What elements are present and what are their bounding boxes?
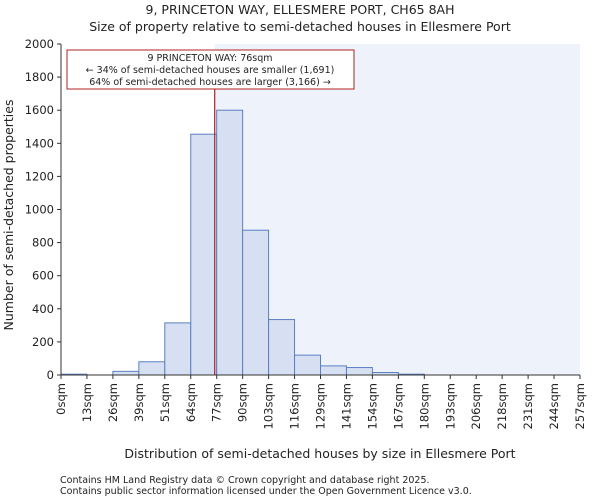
bar-64sqm	[190, 133, 218, 376]
y-tick-label: 400	[32, 302, 54, 316]
y-tick-label: 1200	[25, 169, 54, 183]
y-tick-label: 0	[47, 368, 54, 382]
y-tick-label: 600	[32, 269, 54, 283]
annotation-box: 9 PRINCETON WAY: 76sqm ← 34% of semi-det…	[66, 49, 355, 90]
x-tick-label: 218sqm	[495, 383, 509, 429]
x-tick-label: 193sqm	[443, 383, 457, 429]
x-tick-label: 154sqm	[365, 383, 379, 429]
x-tick-label: 39sqm	[132, 383, 146, 422]
x-tick-label: 257sqm	[573, 383, 587, 429]
x-tick-label: 231sqm	[521, 383, 535, 429]
x-tick-label: 206sqm	[469, 383, 483, 429]
bar-51sqm	[164, 322, 192, 376]
bar-77sqm	[216, 109, 244, 376]
x-tick-label: 116sqm	[288, 383, 302, 429]
annotation-line-3: 64% of semi-detached houses are larger (…	[89, 77, 331, 88]
x-tick-label: 13sqm	[80, 383, 94, 422]
y-ticks: 0 200 400 600 800 1000 1200 1400 1600 1800 2000	[25, 37, 61, 382]
bars	[60, 109, 425, 376]
x-tick-label: 77sqm	[210, 383, 224, 422]
x-axis-label: Distribution of semi-detached houses by …	[124, 446, 515, 461]
bar-26sqm	[112, 370, 140, 376]
annotation-line-1: 9 PRINCETON WAY: 76sqm	[147, 53, 272, 64]
y-tick-label: 200	[32, 335, 54, 349]
y-tick-label: 2000	[25, 37, 54, 51]
x-tick-label: 64sqm	[184, 383, 198, 422]
bar-116sqm	[294, 354, 321, 376]
x-tick-label: 244sqm	[547, 383, 561, 429]
x-ticks: 0sqm 13sqm 26sqm 39sqm 51sqm 64sqm 77sqm 90sqm 1…	[54, 375, 587, 429]
chart-title: 9, PRINCETON WAY, ELLESMERE PORT, CH65 8…	[146, 2, 455, 17]
y-tick-label: 1600	[25, 103, 54, 117]
y-tick-label: 1400	[25, 136, 54, 150]
x-tick-label: 26sqm	[106, 383, 120, 422]
y-tick-label: 1000	[25, 203, 54, 217]
bar-129sqm	[320, 365, 347, 376]
annotation-line-2: ← 34% of semi-detached houses are smalle…	[86, 65, 335, 76]
bar-90sqm	[242, 229, 270, 376]
bar-39sqm	[138, 361, 166, 376]
y-tick-label: 1800	[25, 70, 54, 84]
x-tick-label: 129sqm	[314, 383, 328, 429]
footer-line-2: Contains public sector information licen…	[60, 486, 472, 497]
x-tick-label: 51sqm	[158, 383, 172, 422]
x-tick-label: 103sqm	[262, 383, 276, 429]
x-tick-label: 141sqm	[339, 383, 353, 429]
x-tick-label: 180sqm	[417, 383, 431, 429]
y-tick-label: 800	[32, 236, 54, 250]
bar-141sqm	[345, 367, 373, 376]
bar-103sqm	[268, 319, 296, 376]
y-axis-label: Number of semi-detached properties	[1, 100, 16, 331]
annotation-border	[66, 49, 355, 90]
chart-subtitle: Size of property relative to semi-detach…	[89, 19, 511, 34]
footer-line-1: Contains HM Land Registry data © Crown c…	[60, 475, 430, 486]
x-tick-label: 90sqm	[236, 383, 250, 422]
x-tick-label: 0sqm	[54, 383, 68, 415]
x-tick-label: 167sqm	[391, 383, 405, 429]
